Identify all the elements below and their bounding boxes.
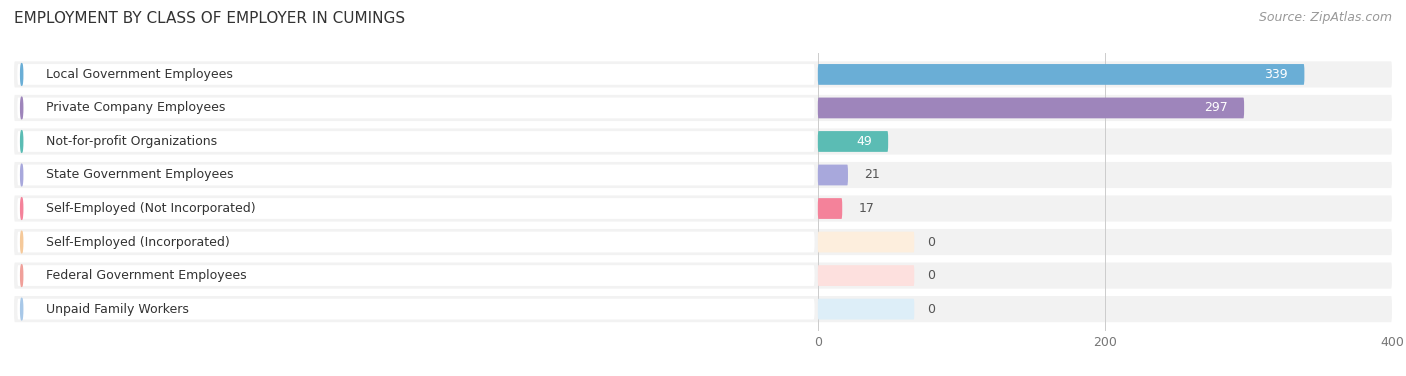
FancyBboxPatch shape <box>14 196 1392 221</box>
Text: Unpaid Family Workers: Unpaid Family Workers <box>45 303 188 315</box>
Circle shape <box>21 265 22 287</box>
Text: Federal Government Employees: Federal Government Employees <box>45 269 246 282</box>
FancyBboxPatch shape <box>14 229 1392 255</box>
Text: Source: ZipAtlas.com: Source: ZipAtlas.com <box>1258 11 1392 24</box>
FancyBboxPatch shape <box>818 131 889 152</box>
Text: 21: 21 <box>865 168 880 182</box>
Text: 0: 0 <box>928 235 935 249</box>
FancyBboxPatch shape <box>818 165 848 185</box>
Circle shape <box>21 164 22 186</box>
FancyBboxPatch shape <box>14 95 1392 121</box>
FancyBboxPatch shape <box>17 232 814 252</box>
Text: Private Company Employees: Private Company Employees <box>45 102 225 114</box>
FancyBboxPatch shape <box>17 165 814 185</box>
FancyBboxPatch shape <box>17 97 814 118</box>
FancyBboxPatch shape <box>818 232 914 252</box>
Circle shape <box>21 198 22 219</box>
FancyBboxPatch shape <box>17 64 814 85</box>
FancyBboxPatch shape <box>818 265 914 286</box>
FancyBboxPatch shape <box>14 262 1392 289</box>
Text: EMPLOYMENT BY CLASS OF EMPLOYER IN CUMINGS: EMPLOYMENT BY CLASS OF EMPLOYER IN CUMIN… <box>14 11 405 26</box>
Circle shape <box>21 298 22 320</box>
Text: 297: 297 <box>1204 102 1227 114</box>
Circle shape <box>21 97 22 119</box>
FancyBboxPatch shape <box>818 198 842 219</box>
Text: 17: 17 <box>859 202 875 215</box>
FancyBboxPatch shape <box>14 61 1392 88</box>
FancyBboxPatch shape <box>17 299 814 320</box>
FancyBboxPatch shape <box>14 296 1392 322</box>
Text: 49: 49 <box>856 135 872 148</box>
FancyBboxPatch shape <box>818 299 914 320</box>
Text: Self-Employed (Incorporated): Self-Employed (Incorporated) <box>45 235 229 249</box>
FancyBboxPatch shape <box>818 64 1305 85</box>
FancyBboxPatch shape <box>818 97 1244 118</box>
Text: Local Government Employees: Local Government Employees <box>45 68 232 81</box>
Circle shape <box>21 231 22 253</box>
Text: Not-for-profit Organizations: Not-for-profit Organizations <box>45 135 217 148</box>
Circle shape <box>21 131 22 152</box>
FancyBboxPatch shape <box>14 128 1392 155</box>
Text: 0: 0 <box>928 269 935 282</box>
FancyBboxPatch shape <box>17 265 814 286</box>
Text: 0: 0 <box>928 303 935 315</box>
FancyBboxPatch shape <box>14 162 1392 188</box>
Text: State Government Employees: State Government Employees <box>45 168 233 182</box>
FancyBboxPatch shape <box>17 131 814 152</box>
Text: 339: 339 <box>1264 68 1288 81</box>
FancyBboxPatch shape <box>17 198 814 219</box>
Text: Self-Employed (Not Incorporated): Self-Employed (Not Incorporated) <box>45 202 256 215</box>
Circle shape <box>21 64 22 85</box>
